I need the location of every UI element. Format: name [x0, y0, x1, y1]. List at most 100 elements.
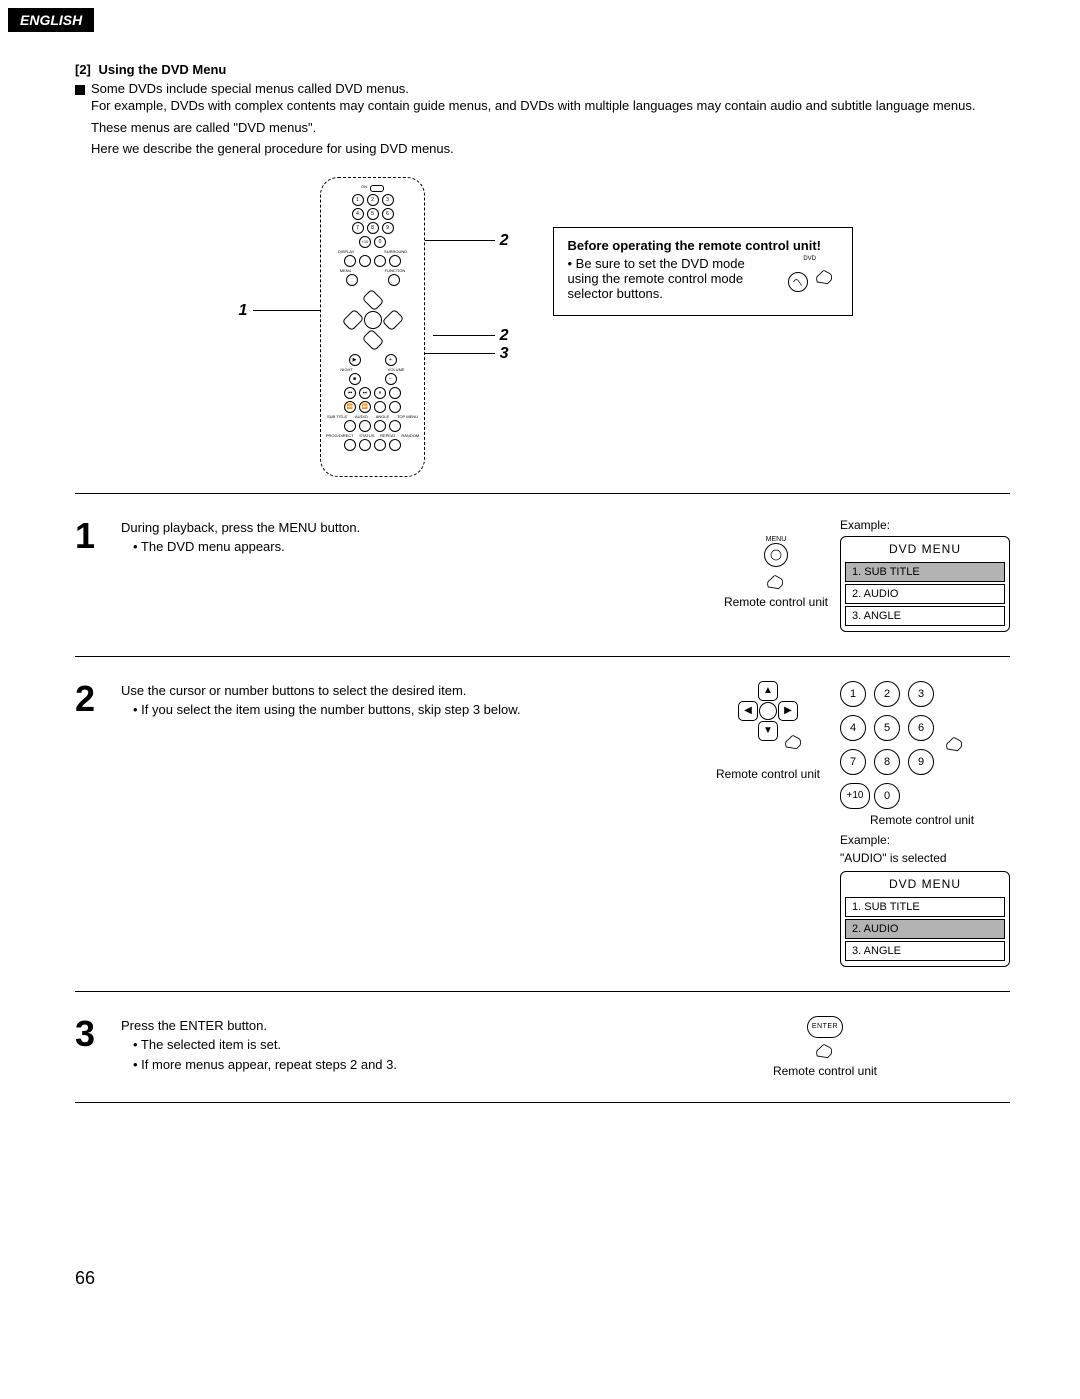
remote-btn: −	[385, 373, 397, 385]
callout-2a: 2	[500, 232, 509, 250]
remote-btn: ⏭	[359, 387, 371, 399]
section-heading: [2] Using the DVD Menu	[75, 62, 1010, 77]
step-line: • If more menus appear, repeat steps 2 a…	[121, 1055, 622, 1075]
remote-btn	[344, 255, 356, 267]
remote-label: TOP MENU	[397, 414, 418, 419]
remote-btn: ⏸	[374, 387, 386, 399]
dvd-menu-item: 1. SUB TITLE	[845, 562, 1005, 582]
remote-btn	[359, 439, 371, 451]
callout-line	[253, 310, 321, 311]
remote-btn	[374, 401, 386, 413]
callout-line	[433, 335, 495, 336]
remote-btn: ■	[349, 373, 361, 385]
separator	[75, 493, 1010, 494]
num-btn: 7	[840, 749, 866, 775]
section-ref: [2]	[75, 62, 91, 77]
example-label: Example:	[840, 518, 890, 532]
remote-btn: +	[385, 354, 397, 366]
separator	[75, 656, 1010, 657]
hand-press-icon	[781, 729, 807, 751]
dvd-menu-box: DVD MENU 1. SUB TITLE 2. AUDIO 3. ANGLE	[840, 871, 1010, 967]
enter-button-icon: ENTER	[807, 1016, 843, 1038]
remote-btn: 9	[382, 222, 394, 234]
language-tab: ENGLISH	[8, 8, 94, 32]
hand-press-icon	[942, 731, 968, 753]
step-line: • The DVD menu appears.	[121, 537, 622, 557]
remote-label: DISPLAY	[338, 249, 355, 254]
step-2: 2 Use the cursor or number buttons to se…	[75, 673, 1010, 975]
remote-label: FUNCTION	[385, 268, 406, 273]
num-btn: +10	[840, 783, 870, 809]
remote-label: ANGLE	[376, 414, 390, 419]
remote-btn: 6	[382, 208, 394, 220]
remote-label: SUB TITLE	[327, 414, 347, 419]
hand-press-icon	[763, 569, 789, 591]
remote-label: VOLUME	[388, 367, 405, 372]
num-btn: 9	[908, 749, 934, 775]
num-btn: 5	[874, 715, 900, 741]
num-btn: 4	[840, 715, 866, 741]
remote-btn: ⏪	[344, 401, 356, 413]
remote-label: MENU	[340, 268, 352, 273]
remote-btn	[370, 185, 384, 192]
remote-label: AUDIO	[355, 414, 368, 419]
remote-btn	[374, 439, 386, 451]
intro-text-3: These menus are called "DVD menus".	[75, 118, 1010, 138]
remote-btn	[389, 255, 401, 267]
remote-label: STATUS	[359, 433, 374, 438]
dvd-menu-item: 3. ANGLE	[845, 941, 1005, 961]
intro-text-4: Here we describe the general procedure f…	[75, 139, 1010, 159]
step-number: 1	[75, 518, 103, 554]
rcu-label: Remote control unit	[773, 1064, 877, 1078]
menu-button-icon	[764, 543, 788, 567]
remote-control-diagram: ON 1 2 3 4 5 6 7 8	[320, 177, 425, 477]
remote-btn: 2	[367, 194, 379, 206]
callout-2b: 2	[500, 327, 509, 345]
remote-btn: 1	[352, 194, 364, 206]
callout-1: 1	[239, 302, 248, 320]
before-operating-box: Before operating the remote control unit…	[553, 227, 853, 316]
rcu-label: Remote control unit	[724, 595, 828, 609]
step-line: • The selected item is set.	[121, 1035, 622, 1055]
remote-menu-btn	[346, 274, 358, 286]
remote-btn: 8	[367, 222, 379, 234]
page: ENGLISH [2] Using the DVD Menu Some DVDs…	[0, 0, 1080, 1399]
step-1: 1 During playback, press the MENU button…	[75, 510, 1010, 640]
hand-press-icon	[812, 1038, 838, 1060]
callout-line	[419, 240, 495, 241]
step-3: 3 Press the ENTER button. • The selected…	[75, 1008, 1010, 1086]
number-pad-icon: 1 2 3 4 5 6 7 8 9 +10 0	[840, 681, 934, 809]
rcu-label: Remote control unit	[870, 813, 974, 827]
example-text: "AUDIO" is selected	[840, 851, 947, 865]
remote-btn	[359, 255, 371, 267]
step-body: Press the ENTER button. • The selected i…	[121, 1016, 622, 1075]
remote-btn	[389, 439, 401, 451]
remote-btn	[374, 255, 386, 267]
step-body: During playback, press the MENU button. …	[121, 518, 622, 557]
intro-text-2: For example, DVDs with complex contents …	[75, 96, 1010, 116]
section-title: Using the DVD Menu	[99, 62, 227, 77]
remote-btn: ⏮	[344, 387, 356, 399]
remote-btn: +10	[359, 236, 371, 248]
remote-btn	[389, 401, 401, 413]
remote-dpad	[344, 291, 402, 349]
step-right: MENU Remote control unit Example: DVD ME…	[640, 518, 1010, 632]
step-line: • If you select the item using the numbe…	[121, 700, 521, 720]
remote-function-btn	[388, 274, 400, 286]
callout-line	[425, 353, 495, 354]
menu-btn-label: MENU	[766, 536, 787, 543]
num-btn: 2	[874, 681, 900, 707]
intro-line-1: Some DVDs include special menus called D…	[75, 81, 1010, 96]
remote-btn	[344, 439, 356, 451]
example-label: Example:	[840, 833, 890, 847]
dvd-menu-item: 1. SUB TITLE	[845, 897, 1005, 917]
remote-btn: 5	[367, 208, 379, 220]
dvd-menu-item: 2. AUDIO	[845, 919, 1005, 939]
remote-btn: 0	[374, 236, 386, 248]
dvd-menu-item: 3. ANGLE	[845, 606, 1005, 626]
remote-label: NIGHT	[340, 367, 352, 372]
intro-text-1: Some DVDs include special menus called D…	[91, 81, 409, 96]
remote-wrapper: 1 2 2 3 ON 1 2 3	[233, 177, 513, 477]
step-right: ENTER Remote control unit	[640, 1016, 1010, 1078]
intro-block: Some DVDs include special menus called D…	[75, 81, 1010, 159]
